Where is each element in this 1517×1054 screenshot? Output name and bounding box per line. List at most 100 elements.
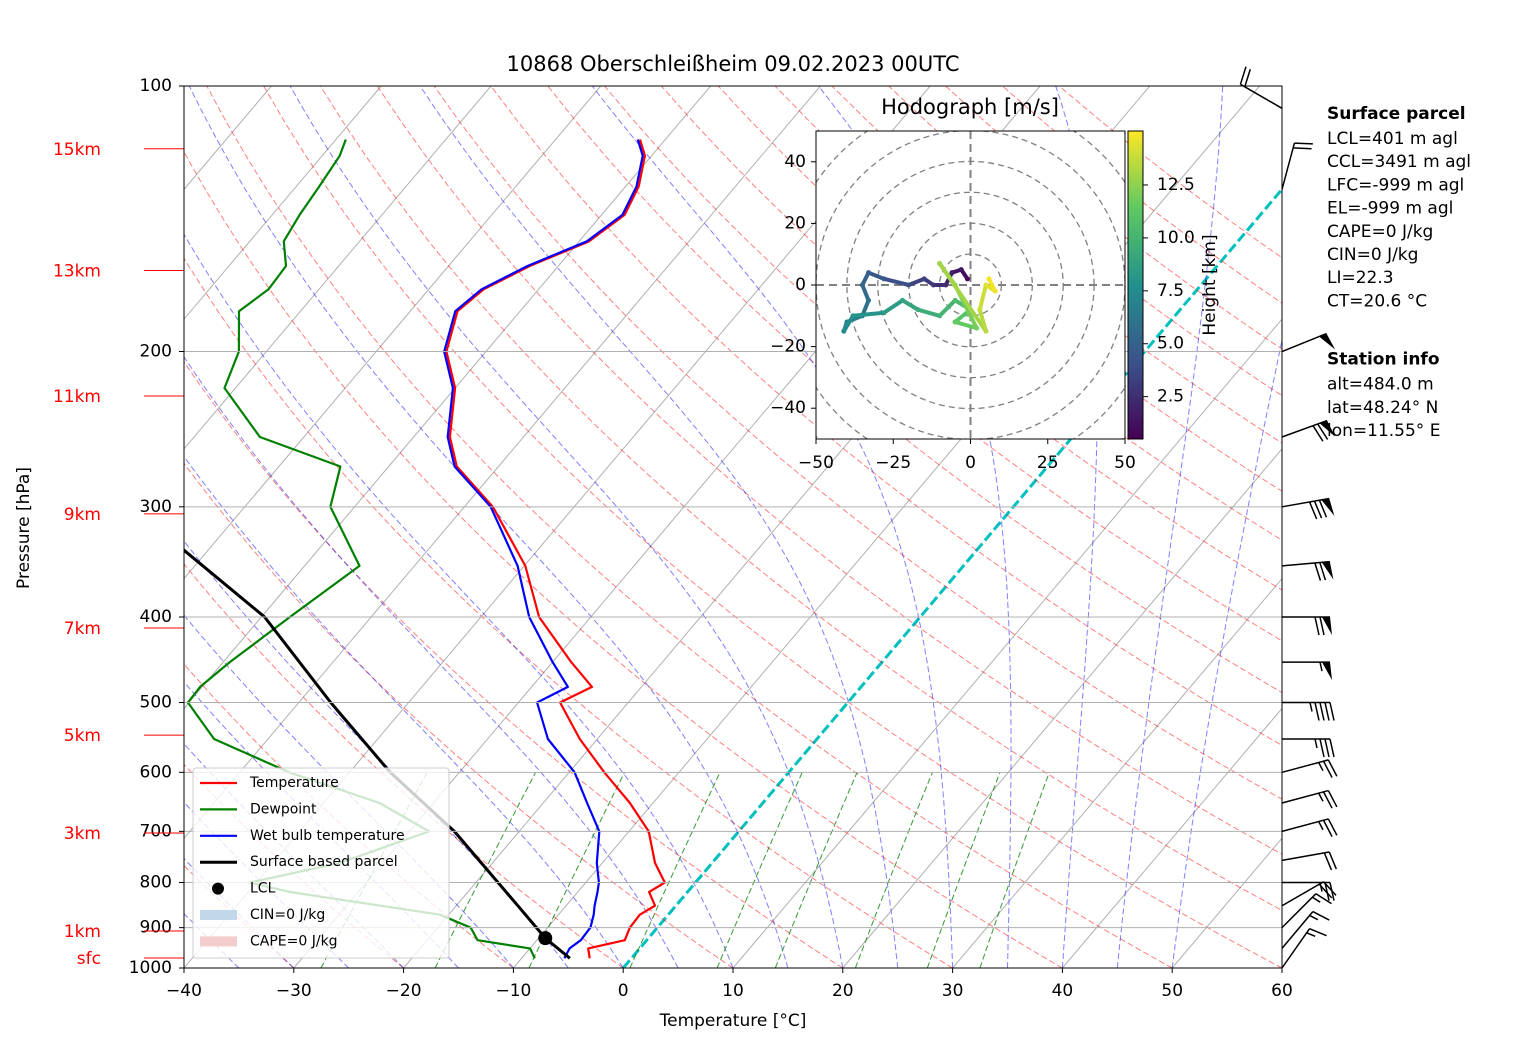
isotherm [184, 86, 711, 710]
y-tick-label: 300 [140, 497, 172, 517]
barb-full [1313, 500, 1323, 519]
hodograph-frame [815, 130, 1126, 440]
barb-full [1309, 927, 1327, 937]
profile-line [443, 139, 644, 959]
barb-staff [1240, 83, 1283, 109]
wind-barb [1282, 661, 1332, 681]
plot-frame [183, 85, 1283, 969]
x-tick-label: 10 [722, 981, 744, 1001]
barb-full [1329, 702, 1335, 721]
isotherm [184, 86, 602, 580]
barb-full [1244, 69, 1252, 88]
barb-full [1314, 562, 1322, 581]
hodograph-segment [915, 307, 942, 318]
colorbar-tick-label: 2.5 [1157, 387, 1184, 407]
hodograph-x-tick-label: 0 [965, 453, 976, 473]
dry-adiabat [263, 86, 1282, 968]
x-tick-label: 40 [1052, 981, 1074, 1001]
legend-label: Dewpoint [250, 801, 317, 817]
hodograph-axes: −50 −25 0 25 50 −40 −20 0 20 40 2.5 5.0 7.5 10.0 12.5 [770, 152, 1195, 473]
barb-half [1319, 661, 1323, 672]
barb-half [1309, 914, 1319, 921]
barb-half [1309, 702, 1313, 712]
legend-label: Surface based parcel [250, 854, 398, 870]
dry-adiabat [774, 86, 1282, 492]
y-tick-label: 900 [140, 918, 172, 938]
x-tick-label: 60 [1271, 981, 1293, 1001]
hodograph-segment [881, 276, 911, 287]
info-line: lat=48.24° N [1327, 398, 1438, 418]
barb-full [1328, 851, 1338, 870]
info-line: lon=11.55° E [1327, 421, 1440, 441]
barb-flag [1321, 498, 1335, 516]
hodograph-segment [841, 313, 856, 334]
barb-staff [1281, 142, 1296, 190]
legend [192, 767, 450, 959]
hodograph-segment [906, 276, 927, 287]
info-title: Station info [1327, 350, 1440, 370]
barb-half [1318, 821, 1324, 831]
legend-label: CIN=0 J/kg [250, 907, 325, 923]
info-line: CCL=3491 m agl [1327, 152, 1471, 172]
isotherm [1062, 707, 1282, 968]
legend-label: Wet bulb temperature [250, 828, 405, 844]
barb-staff [1281, 928, 1311, 969]
info-panel: Surface parcel LCL=401 m agl CCL=3491 m ag… [1327, 104, 1471, 441]
barb-flag [1319, 420, 1336, 437]
barb-full [1323, 852, 1333, 871]
hodograph-y-tick-label: 40 [784, 152, 806, 172]
moist-adiabat [289, 86, 844, 968]
barb-half [1314, 738, 1318, 749]
freezing-isotherm [622, 186, 1282, 968]
hodograph-title: Hodograph [m/s] [881, 95, 1059, 119]
y-tick-label: 600 [140, 762, 172, 782]
info-line: CIN=0 J/kg [1327, 245, 1418, 265]
y-tick-label: 1000 [129, 958, 172, 978]
legend-entries: Temperature Dewpoint Wet bulb temperature S… [200, 775, 405, 949]
hodograph-x-tick-label: −25 [875, 453, 911, 473]
info-line: LI=22.3 [1327, 268, 1394, 288]
hodograph-segment [937, 298, 958, 318]
barb-full [1319, 738, 1325, 758]
barb-full [1329, 738, 1335, 758]
isotherm [842, 448, 1282, 968]
legend-label: LCL [250, 881, 276, 897]
y-tick-label: 400 [140, 607, 172, 627]
barb-half [1306, 932, 1316, 937]
x-tick-label: −10 [495, 981, 531, 1001]
info-line: alt=484.0 m [1327, 375, 1434, 395]
hodograph-background [816, 131, 1125, 439]
info-line: EL=-999 m agl [1327, 199, 1453, 219]
barb-staff [1281, 881, 1324, 907]
y-tick-label: 100 [140, 76, 172, 96]
barb-full [1314, 616, 1320, 636]
isotherm [732, 318, 1282, 968]
barb-flag [1321, 561, 1334, 580]
barb-full [1327, 759, 1338, 777]
barb-half [1318, 762, 1324, 772]
height-label: 1km [64, 922, 101, 942]
hodograph-y-tick-label: 20 [784, 213, 806, 233]
barb-full [1318, 499, 1328, 518]
isotherm [184, 86, 382, 320]
wind-barb [1281, 419, 1336, 442]
legend-patch [200, 910, 237, 920]
hodograph-x-tick-label: 50 [1114, 453, 1136, 473]
y-tick-label: 500 [140, 692, 172, 712]
hodograph-segment [860, 283, 871, 303]
hodograph-x-tick-label: −50 [798, 453, 834, 473]
barb-full [1308, 501, 1318, 520]
barb-full [1312, 910, 1330, 921]
y-tick-label: 800 [140, 873, 172, 893]
barb-half [1318, 792, 1324, 802]
colorbar [1127, 130, 1144, 440]
barb-full [1327, 790, 1338, 808]
wind-barb [1281, 560, 1334, 581]
barb-staff [1281, 818, 1329, 833]
y-axis-label: Pressure [hPa] [14, 467, 34, 589]
lcl-point [538, 931, 553, 946]
moist-adiabat [184, 356, 679, 968]
barb-full [1322, 791, 1333, 809]
barb-full [1319, 702, 1325, 721]
